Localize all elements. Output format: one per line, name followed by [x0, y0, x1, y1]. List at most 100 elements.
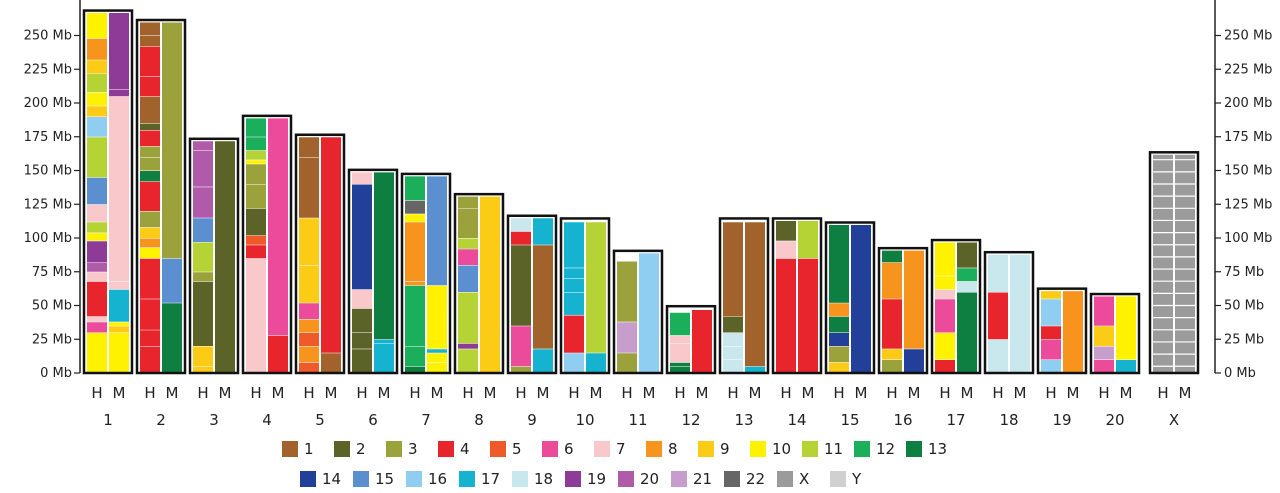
- synteny-block: [299, 265, 319, 303]
- legend-item-11: 11: [802, 440, 843, 458]
- synteny-block: [374, 171, 394, 340]
- track-H: H: [829, 224, 849, 402]
- chromosome-outline: [824, 221, 876, 375]
- chromosome-19: H M 19: [1036, 287, 1088, 429]
- track-label-M: M: [590, 384, 603, 402]
- synteny-block: [299, 157, 319, 218]
- legend-label: 11: [824, 440, 843, 458]
- track-H: H: [776, 219, 796, 402]
- synteny-block: [458, 348, 478, 373]
- track-label-M: M: [484, 384, 497, 402]
- right-tick-label: 200 Mb: [1224, 96, 1272, 111]
- legend-item-5: 5: [490, 440, 522, 458]
- left-tick-label: 250 Mb: [24, 29, 72, 44]
- track-M: M: [162, 21, 182, 402]
- legend-swatch: [671, 471, 687, 487]
- track-H: H: [564, 221, 584, 402]
- legend-label: 7: [616, 440, 626, 458]
- synteny-block: [829, 346, 849, 363]
- legend-item-7: 7: [594, 440, 626, 458]
- synteny-block: [87, 136, 107, 178]
- legend-item-9: 9: [698, 440, 730, 458]
- track-label-H: H: [409, 384, 420, 402]
- track-M: M: [1175, 153, 1195, 402]
- synteny-block: [87, 262, 107, 272]
- track-label-H: H: [462, 384, 473, 402]
- synteny-block: [1041, 359, 1061, 373]
- synteny-block: [882, 262, 902, 299]
- synteny-block: [87, 204, 107, 222]
- synteny-block: [427, 362, 447, 373]
- track-H: H: [1153, 153, 1173, 402]
- left-tick-label: 25 Mb: [32, 332, 72, 347]
- synteny-block: [405, 200, 425, 214]
- track-label-H: H: [727, 384, 738, 402]
- legend-label: 19: [587, 470, 606, 488]
- synteny-block: [427, 285, 447, 349]
- chromosome-outline: [559, 217, 611, 375]
- synteny-block: [1116, 296, 1136, 360]
- legend-item-14: 14: [300, 470, 341, 488]
- synteny-block: [405, 366, 425, 373]
- legend-swatch: [282, 441, 298, 457]
- synteny-block: [352, 171, 372, 184]
- chromosome-number-label: 15: [840, 411, 859, 429]
- synteny-block: [829, 332, 849, 346]
- track-H: H: [511, 217, 531, 402]
- synteny-block: [87, 92, 107, 106]
- track-label-M: M: [1120, 384, 1133, 402]
- synteny-block: [87, 240, 107, 263]
- chromosome-number-label: 2: [156, 411, 166, 429]
- synteny-block: [140, 247, 160, 259]
- chromosome-number-label: 18: [999, 411, 1018, 429]
- chromosome-number-label: 6: [368, 411, 378, 429]
- synteny-block: [193, 140, 213, 151]
- synteny-block: [140, 35, 160, 47]
- track-label-H: H: [515, 384, 526, 402]
- synteny-block: [586, 221, 606, 353]
- synteny-block: [140, 346, 160, 373]
- synteny-block: [193, 366, 213, 373]
- track-M: M: [692, 309, 712, 402]
- chromosome-outline: [506, 214, 558, 375]
- synteny-block: [374, 343, 394, 373]
- synteny-block: [670, 362, 690, 367]
- synteny-block: [670, 366, 690, 373]
- track-M: M: [957, 241, 977, 402]
- synteny-block: [1063, 290, 1083, 373]
- synteny-block: [745, 366, 765, 373]
- track-H: H: [458, 195, 478, 402]
- chromosome-4: H M4: [241, 114, 293, 429]
- left-tick-label: 200 Mb: [24, 96, 72, 111]
- synteny-block: [533, 348, 553, 373]
- track-label-H: H: [303, 384, 314, 402]
- chromosome-3: H M3: [188, 137, 240, 429]
- track-label-H: H: [356, 384, 367, 402]
- track-H: H: [87, 12, 107, 402]
- synteny-block: [723, 346, 743, 360]
- synteny-block: [87, 232, 107, 241]
- synteny-block: [511, 366, 531, 373]
- chromosome-outline: [718, 217, 770, 375]
- legend-label: 12: [876, 440, 895, 458]
- track-H: H: [405, 175, 425, 402]
- track-label-M: M: [643, 384, 656, 402]
- synteny-block: [140, 146, 160, 157]
- right-tick-label: 100 Mb: [1224, 231, 1272, 246]
- synteny-block: [1094, 346, 1114, 360]
- synteny-block: [140, 96, 160, 124]
- track-label-M: M: [908, 384, 921, 402]
- synteny-block: [670, 335, 690, 344]
- track-H: H: [193, 140, 213, 402]
- track-label-H: H: [833, 384, 844, 402]
- legend-swatch: [300, 471, 316, 487]
- synteny-block: [352, 289, 372, 309]
- synteny-block: [988, 292, 1008, 340]
- synteny-block: [374, 339, 394, 344]
- synteny-block: [405, 213, 425, 222]
- synteny-block: [723, 316, 743, 333]
- synteny-block: [87, 38, 107, 60]
- legend-swatch: [724, 471, 740, 487]
- track-label-H: H: [780, 384, 791, 402]
- synteny-block: [162, 302, 182, 373]
